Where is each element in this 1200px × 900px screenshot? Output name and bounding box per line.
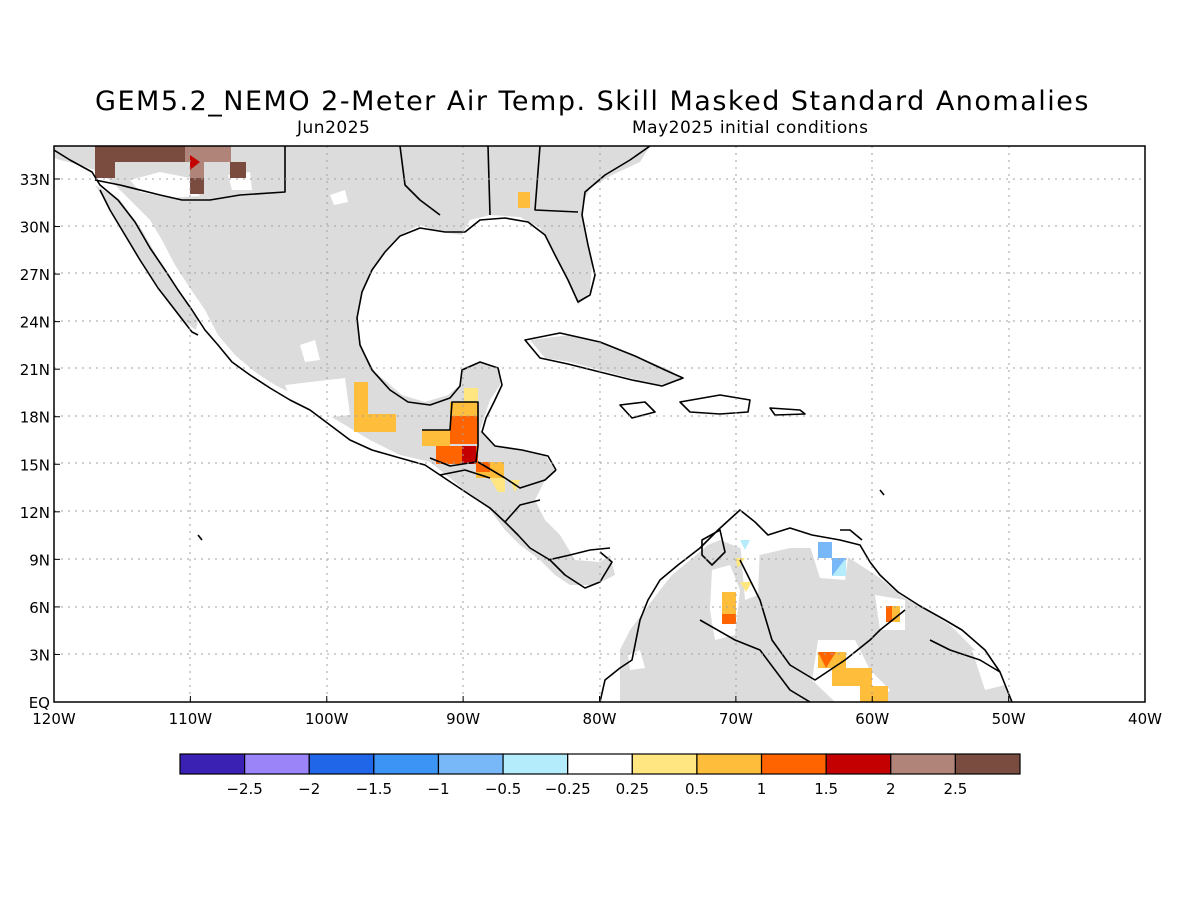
lat-label: 9N [29, 551, 50, 569]
lat-label: 27N [20, 266, 50, 284]
lat-label: 3N [29, 646, 50, 664]
colorbar-label: 0.25 [616, 780, 649, 798]
colorbar-swatch [502, 753, 569, 775]
lat-label: 15N [20, 456, 50, 474]
colorbar-label: 2 [886, 780, 896, 798]
forecast-month: Jun2025 [297, 118, 371, 138]
masked-land-areas [54, 146, 1012, 702]
colorbar-swatch [760, 753, 827, 775]
lon-label: 40W [1128, 710, 1162, 728]
graticule [54, 146, 1145, 702]
lat-label: EQ [29, 694, 50, 712]
anomaly-cells [95, 146, 900, 702]
initial-conditions-label: May2025 initial conditions [632, 118, 869, 138]
colorbar-label: −1.5 [356, 780, 392, 798]
lon-label: 100W [305, 710, 349, 728]
lon-label: 50W [992, 710, 1026, 728]
lon-label: 60W [855, 710, 889, 728]
lat-label: 18N [20, 409, 50, 427]
map-content [54, 146, 1145, 702]
lat-label: 33N [20, 171, 50, 189]
colorbar-label: 1 [757, 780, 767, 798]
lon-label: 120W [32, 710, 76, 728]
colorbar-swatch [890, 753, 956, 775]
colorbar-label: −2.5 [226, 780, 262, 798]
lon-label: 90W [446, 710, 480, 728]
colorbar-label: 0.5 [685, 780, 709, 798]
lat-label: 24N [20, 314, 50, 332]
colorbar-label: −2 [298, 780, 320, 798]
colorbar-swatch [631, 753, 698, 775]
lat-label: 6N [29, 599, 50, 617]
land-baja [95, 185, 198, 330]
latitude-axis: 33N 30N 27N 24N 21N 18N 15N 12N 9N 6N 3N EQ [20, 171, 60, 712]
colorbar-swatch [825, 753, 892, 775]
colorbar-swatch [954, 753, 1021, 775]
colorbar-label: 2.5 [943, 780, 967, 798]
map-title: GEM5.2_NEMO 2-Meter Air Temp. Skill Mask… [95, 86, 1090, 117]
colorbar-swatch [437, 753, 504, 775]
longitude-axis: 120W 110W 100W 90W 80W 70W 60W 50W 40W [32, 696, 1162, 728]
colorbar: −2.5 −2 −1.5 −1 −0.5 −0.25 0.25 0.5 1 1.5 2 2.5 [179, 753, 1021, 798]
lon-label: 70W [719, 710, 753, 728]
lat-label: 30N [20, 219, 50, 237]
lat-label: 12N [20, 504, 50, 522]
colorbar-swatch [244, 753, 310, 775]
colorbar-swatch [373, 753, 440, 775]
lon-label: 80W [583, 710, 617, 728]
colorbar-label: −1 [427, 780, 449, 798]
coastlines [54, 146, 1013, 702]
colorbar-swatch [308, 753, 375, 775]
lat-label: 21N [20, 361, 50, 379]
colorbar-swatch [696, 753, 763, 775]
land-cuba [530, 335, 682, 385]
colorbar-swatch [179, 753, 246, 775]
colorbar-label: −0.5 [485, 780, 521, 798]
colorbar-label: −0.25 [545, 780, 591, 798]
colorbar-label: 1.5 [814, 780, 838, 798]
colorbar-swatch [567, 753, 633, 775]
lon-label: 110W [169, 710, 213, 728]
